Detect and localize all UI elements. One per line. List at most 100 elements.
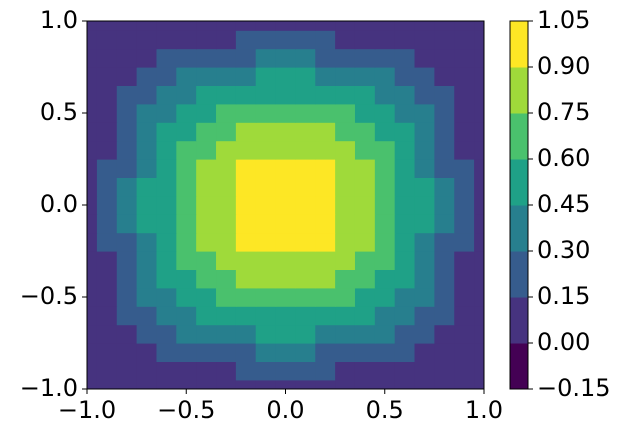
contour-cell xyxy=(374,379,396,389)
contour-cell xyxy=(87,379,98,389)
contour-cell xyxy=(394,177,416,197)
contour-cell xyxy=(414,30,435,50)
colorbar-tick-label: −0.15 xyxy=(537,374,611,402)
contour-cell xyxy=(176,195,197,215)
contour-cell xyxy=(216,343,237,362)
contour-cell xyxy=(454,159,475,178)
contour-cell xyxy=(255,306,277,326)
contour-cell xyxy=(196,103,217,123)
contour-cell xyxy=(96,177,118,197)
contour-cell xyxy=(255,232,277,252)
contour-cell xyxy=(354,343,376,362)
contour-cell xyxy=(295,306,316,326)
contour-cell xyxy=(454,287,475,307)
contour-cell xyxy=(295,159,316,178)
contour-cell xyxy=(176,251,197,270)
contour-cell xyxy=(116,21,138,31)
contour-cell xyxy=(176,21,197,31)
contour-cell xyxy=(96,159,118,178)
contour-cell xyxy=(216,140,237,160)
contour-cell xyxy=(275,306,297,326)
contour-cell xyxy=(434,251,455,270)
contour-cell xyxy=(354,287,376,307)
contour-cell xyxy=(315,122,336,142)
contour-cell xyxy=(196,122,217,142)
contour-cell xyxy=(136,195,158,215)
contour-cell xyxy=(315,159,336,178)
contour-cell xyxy=(196,177,217,197)
contour-cell xyxy=(235,21,257,31)
contour-cell xyxy=(235,379,257,389)
contour-cell xyxy=(156,159,177,178)
contour-cell xyxy=(474,103,484,123)
contour-cell xyxy=(96,67,118,86)
contour-cell xyxy=(434,379,455,389)
contour-cell xyxy=(434,67,455,86)
contour-cell xyxy=(136,306,158,326)
contour-cell xyxy=(156,177,177,197)
contour-cell xyxy=(474,21,484,31)
contour-cell xyxy=(156,379,177,389)
contour-cell xyxy=(454,379,475,389)
contour-cell xyxy=(335,306,356,326)
contour-cell xyxy=(116,30,138,50)
contour-cell xyxy=(275,122,297,142)
contour-cell xyxy=(454,214,475,234)
contour-cell xyxy=(216,232,237,252)
contour-cell xyxy=(196,251,217,270)
contour-cell xyxy=(87,177,98,197)
colorbar-tick-label: 1.05 xyxy=(537,6,590,34)
contour-cell xyxy=(255,195,277,215)
contour-cell xyxy=(87,85,98,105)
contour-cell xyxy=(235,343,257,362)
contour-cell xyxy=(434,140,455,160)
contour-cell xyxy=(196,287,217,307)
contour-cell xyxy=(235,177,257,197)
contour-cell xyxy=(176,159,197,178)
contour-cell xyxy=(295,103,316,123)
contour-cell xyxy=(87,122,98,142)
contour-cell xyxy=(434,343,455,362)
contour-cell xyxy=(354,103,376,123)
contour-cell xyxy=(394,67,416,86)
contour-cell xyxy=(434,287,455,307)
contour-cell xyxy=(474,269,484,289)
contour-cell xyxy=(394,379,416,389)
contour-cell xyxy=(156,140,177,160)
contour-cell xyxy=(394,103,416,123)
contour-cell xyxy=(235,232,257,252)
contour-cell xyxy=(354,361,376,381)
contour-cell xyxy=(235,67,257,86)
contour-cell xyxy=(295,232,316,252)
contour-cell xyxy=(434,195,455,215)
contour-cell xyxy=(116,361,138,381)
contour-cell xyxy=(216,21,237,31)
contour-cell xyxy=(354,214,376,234)
contour-cell xyxy=(275,85,297,105)
contour-cell xyxy=(116,287,138,307)
contour-cell xyxy=(315,379,336,389)
contour-cell xyxy=(87,195,98,215)
contour-cell xyxy=(196,85,217,105)
contour-cell xyxy=(354,122,376,142)
colorbar-tick-label: 0.60 xyxy=(537,144,590,172)
contour-cell xyxy=(87,67,98,86)
contour-cell xyxy=(474,361,484,381)
contour-cell xyxy=(454,21,475,31)
contour-cell xyxy=(374,269,396,289)
contour-cell xyxy=(87,343,98,362)
contour-field xyxy=(87,21,484,389)
contour-cell xyxy=(414,177,435,197)
contour-cell xyxy=(255,214,277,234)
contour-cell xyxy=(295,361,316,381)
contour-cell xyxy=(196,140,217,160)
contour-cell xyxy=(394,159,416,178)
contour-cell xyxy=(474,48,484,68)
contour-cell xyxy=(354,269,376,289)
contour-cell xyxy=(374,287,396,307)
contour-cell xyxy=(454,195,475,215)
contour-cell xyxy=(394,251,416,270)
contour-cell xyxy=(394,21,416,31)
contour-cell xyxy=(434,324,455,344)
contour-cell xyxy=(474,30,484,50)
